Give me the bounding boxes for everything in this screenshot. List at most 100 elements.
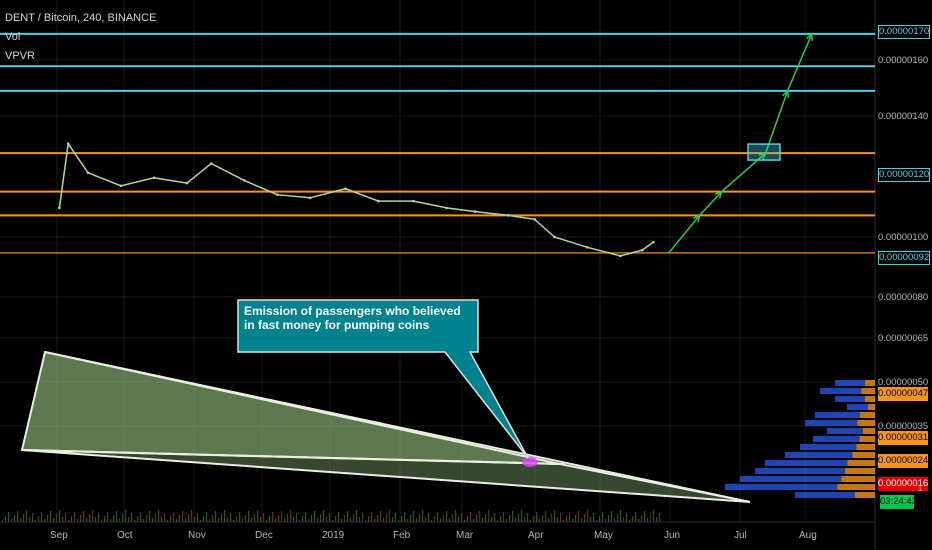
volume-bar — [266, 520, 268, 522]
indicator-legend-vol[interactable]: Vol — [5, 31, 21, 43]
volume-bar — [185, 518, 187, 522]
volume-bar — [647, 518, 649, 522]
volume-bar — [83, 511, 85, 522]
volume-bar — [311, 515, 313, 522]
countdown-label: 03:24:43 — [880, 495, 917, 509]
volume-bar — [296, 513, 298, 522]
vpvr-bar — [863, 428, 875, 434]
volume-bar — [263, 513, 265, 522]
vpvr-bar — [860, 412, 875, 418]
volume-bar — [275, 519, 277, 522]
volume-bar — [242, 519, 244, 522]
volume-bar — [278, 515, 280, 522]
projection-arrowhead — [806, 32, 813, 41]
volume-bar — [413, 511, 415, 522]
volume-bar — [68, 520, 70, 522]
volume-bar — [224, 510, 226, 522]
axis-tick-label: 0.00000050 — [878, 377, 929, 388]
volume-bar — [377, 515, 379, 522]
volume-bar — [428, 513, 430, 522]
volume-bar — [170, 516, 172, 522]
volume-bar — [497, 520, 499, 522]
volume-bar — [353, 514, 355, 522]
volume-bar — [14, 515, 16, 522]
price-point — [185, 181, 189, 185]
volume-bar — [113, 515, 115, 522]
volume-bar — [107, 512, 109, 522]
volume-bar — [350, 518, 352, 522]
volume-bar — [131, 513, 133, 522]
volume-bar — [401, 516, 403, 522]
volume-bar — [380, 511, 382, 522]
vpvr-bar — [847, 460, 875, 466]
time-tick-label: Oct — [117, 530, 133, 541]
price-point — [152, 176, 156, 180]
indicator-legend-vpvr[interactable]: VPVR — [5, 50, 35, 62]
volume-bar — [341, 519, 343, 522]
volume-bar — [557, 517, 559, 522]
volume-bar — [485, 514, 487, 522]
volume-bar — [146, 515, 148, 522]
price-point — [209, 162, 213, 165]
volume-bar — [209, 519, 211, 522]
volume-bar — [38, 516, 40, 522]
volume-bar — [434, 516, 436, 522]
volume-bar — [464, 520, 466, 522]
volume-bar — [650, 514, 652, 522]
volume-bar — [527, 513, 529, 522]
volume-bar — [653, 510, 655, 522]
time-tick-label: 2019 — [322, 530, 345, 541]
triangle-upper-edge — [44, 351, 751, 503]
volume-bar — [149, 511, 151, 522]
volume-bar — [2, 520, 4, 522]
volume-bar — [482, 518, 484, 522]
vpvr-bar — [765, 460, 848, 466]
volume-bar — [110, 519, 112, 522]
volume-bar — [593, 513, 595, 522]
projection-arrow-segment — [668, 214, 701, 254]
volume-bar — [524, 517, 526, 522]
volume-bar — [473, 519, 475, 522]
volume-bar — [536, 512, 538, 522]
volume-bar — [632, 516, 634, 522]
volume-bar — [392, 517, 394, 522]
volume-bar — [581, 518, 583, 522]
volume-bar — [176, 519, 178, 522]
vpvr-bar — [845, 468, 875, 474]
volume-bar — [161, 517, 163, 522]
symbol-legend[interactable]: DENT / Bitcoin, 240, BINANCE — [5, 12, 157, 24]
volume-bar — [221, 514, 223, 522]
volume-bar — [515, 518, 517, 522]
axis-tick-label: 0.00000100 — [878, 232, 929, 243]
volume-bar — [461, 513, 463, 522]
volume-bar — [548, 518, 550, 522]
volume-bar — [326, 517, 328, 522]
volume-bar — [215, 511, 217, 522]
volume-bar — [173, 512, 175, 522]
price-point — [86, 171, 90, 175]
volume-bar — [92, 510, 94, 522]
volume-bar — [605, 519, 607, 522]
volume-bar — [269, 516, 271, 522]
vpvr-bar — [859, 436, 875, 442]
volume-bar — [194, 517, 196, 522]
volume-bar — [44, 519, 46, 522]
vpvr-bar — [820, 388, 862, 394]
volume-bar — [359, 517, 361, 522]
volume-bar — [371, 512, 373, 522]
volume-bar — [239, 512, 241, 522]
volume-bar — [8, 512, 10, 522]
axis-tick-label: 0.00000035 — [878, 421, 929, 432]
volume-bar — [587, 510, 589, 522]
volume-bar — [323, 510, 325, 522]
volume-bar — [89, 514, 91, 522]
volume-bar — [512, 511, 514, 522]
volume-bar — [329, 513, 331, 522]
vpvr-bar — [857, 420, 875, 426]
projection-arrow-segment — [786, 33, 813, 92]
volume-bar — [338, 512, 340, 522]
volume-bar — [419, 514, 421, 522]
volume-bar — [599, 516, 601, 522]
